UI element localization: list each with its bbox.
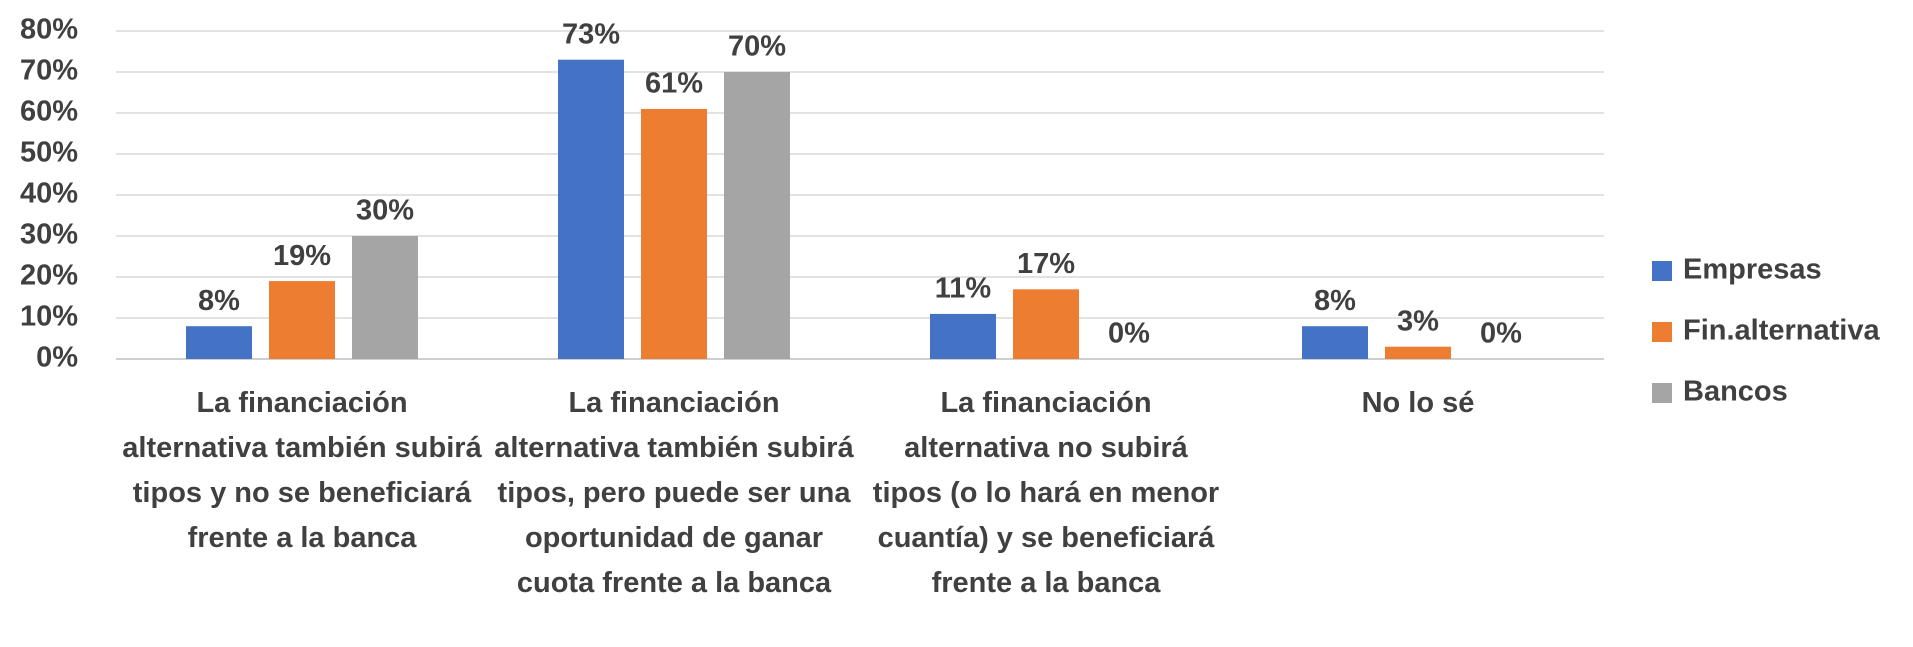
legend-swatch [1652, 383, 1672, 403]
x-tick-label: No lo sé [1361, 387, 1475, 419]
bar [269, 281, 335, 359]
legend-label: Fin.alternativa [1683, 315, 1880, 347]
legend-swatch [1652, 261, 1672, 281]
y-tick-label: 30% [20, 219, 78, 251]
legend-label: Bancos [1683, 376, 1788, 408]
y-tick-label: 50% [20, 137, 78, 169]
y-tick-label: 10% [20, 301, 78, 333]
data-label: 11% [935, 273, 992, 305]
y-tick-label: 80% [20, 14, 78, 46]
y-tick-label: 40% [20, 178, 78, 210]
bar [641, 108, 707, 360]
data-label: 3% [1397, 305, 1439, 337]
legend-label: Empresas [1683, 254, 1822, 286]
y-tick-label: 60% [20, 96, 78, 128]
y-tick-label: 20% [20, 260, 78, 292]
x-tick-label: La financiación alternativa también subi… [494, 387, 854, 599]
y-tick-label: 0% [36, 342, 78, 374]
data-label: 19% [273, 240, 331, 272]
bar [1385, 346, 1451, 359]
x-tick-label: La financiación alternativa no subirá ti… [872, 387, 1220, 599]
y-tick-label: 70% [20, 55, 78, 87]
data-label: 30% [356, 195, 414, 227]
bar [352, 236, 418, 359]
bar [558, 59, 624, 359]
data-label: 0% [1480, 318, 1522, 350]
data-label: 70% [728, 31, 786, 63]
bar [724, 72, 790, 359]
data-label: 73% [562, 18, 620, 50]
data-label: 0% [1108, 318, 1150, 350]
data-label: 8% [1314, 285, 1356, 317]
x-tick-label: La financiación alternativa también subi… [122, 387, 482, 554]
data-label: 61% [645, 68, 703, 100]
data-label: 8% [198, 285, 240, 317]
legend-swatch [1652, 322, 1672, 342]
data-label: 17% [1017, 248, 1075, 280]
bar [1302, 326, 1368, 359]
bar [1013, 289, 1079, 359]
bar [930, 313, 996, 359]
bar [186, 326, 252, 359]
